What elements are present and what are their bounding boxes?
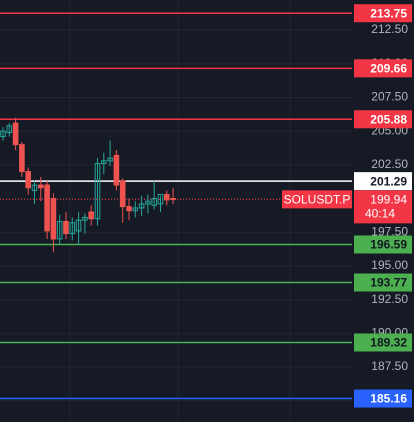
candle-body [138, 203, 145, 209]
candle-body [69, 222, 76, 235]
price-label-box [354, 110, 412, 129]
current-price-label: 199.94 [370, 193, 407, 207]
candle-body [75, 219, 82, 232]
candle-body [132, 207, 139, 212]
candle-body [145, 200, 151, 205]
candle-body [170, 198, 176, 201]
price-label: 201.29 [370, 174, 407, 188]
candle-body [101, 160, 107, 164]
y-tick-label: 187.50 [371, 359, 408, 373]
y-tick-label: 212.50 [371, 22, 408, 36]
symbol-label: SOLUSDT.P [284, 193, 351, 207]
price-label-box [354, 235, 412, 254]
candle-body [31, 184, 38, 191]
y-tick-label: 195.00 [371, 258, 408, 272]
vertical-grid [69, 0, 291, 422]
candle-body [107, 157, 113, 162]
candle-body [12, 122, 19, 146]
price-label-box [354, 389, 412, 408]
y-tick-label: 202.50 [371, 157, 408, 171]
price-label: 193.77 [370, 276, 407, 290]
price-label-box [354, 4, 412, 23]
candle-body [25, 171, 31, 189]
price-label: 196.59 [370, 238, 407, 252]
candle-body [0, 130, 6, 138]
price-label: 185.16 [370, 392, 407, 406]
candle-body [126, 206, 132, 212]
price-label-box [354, 273, 412, 292]
countdown-label: 40:14 [365, 207, 395, 221]
candle-body [157, 193, 164, 205]
candle-body [164, 193, 170, 201]
symbol-label-box [282, 190, 352, 209]
price-label-box [354, 333, 412, 352]
y-tick-label: 207.50 [371, 90, 408, 104]
candle-body [151, 198, 157, 206]
candle-body [50, 198, 57, 240]
price-label: 213.75 [370, 6, 407, 20]
y-tick-label: 197.50 [371, 224, 408, 238]
candle-body [82, 216, 88, 221]
candle-body [19, 144, 25, 173]
candle-body [63, 220, 69, 235]
candle-body [44, 184, 50, 232]
candle-body [38, 184, 44, 189]
candle-body [56, 220, 63, 240]
price-label: 209.66 [370, 62, 407, 76]
current-price-box [354, 190, 412, 224]
y-tick-label: 192.50 [371, 292, 408, 306]
candle-body [94, 162, 101, 220]
price-label: 189.32 [370, 336, 407, 350]
candle-body [88, 211, 95, 220]
price-label-box [354, 59, 412, 78]
price-label-box [354, 172, 412, 191]
price-label: 205.88 [370, 112, 407, 126]
candle-body [113, 154, 120, 186]
y-tick-label: 215.00 [371, 0, 408, 3]
candle-body [6, 125, 13, 133]
candle-body [119, 180, 126, 208]
